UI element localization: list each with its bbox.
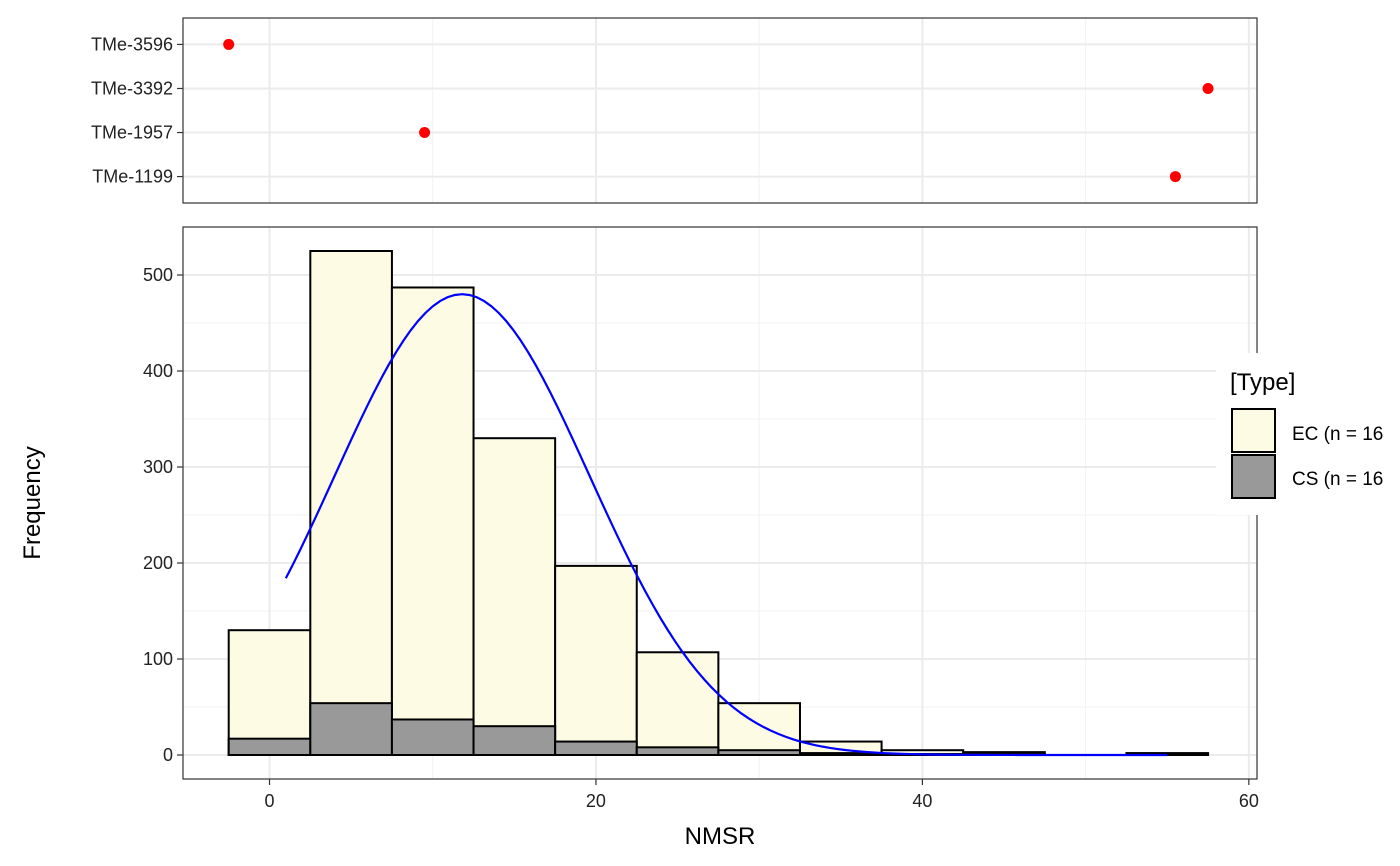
dot-panel-y-ticks: TMe-3596 TMe-3392 TMe-1957 TMe-1199	[91, 34, 183, 187]
bar-ec	[635, 651, 720, 757]
bar-ec	[554, 564, 638, 756]
bar-ec	[309, 250, 393, 756]
bar-cs	[390, 718, 475, 756]
histogram-bars-cs	[227, 702, 1210, 757]
histogram-y-tick-label: 200	[143, 553, 173, 573]
histogram-x-tick-label: 40	[912, 791, 932, 811]
histogram-y-tick-label: 500	[143, 265, 173, 285]
bar-cs	[554, 740, 638, 756]
histogram-x-tick-label: 60	[1239, 791, 1259, 811]
bar-ec	[472, 437, 557, 756]
dot-point	[419, 127, 431, 139]
dot-panel-grid	[183, 18, 1257, 203]
dot-panel-y-tick-label: TMe-3596	[91, 34, 173, 54]
bar-ec	[227, 629, 312, 757]
bar-cs	[717, 749, 801, 757]
y-axis-title: Frequency	[19, 446, 46, 559]
dot-point	[1169, 171, 1181, 183]
legend: [Type] EC (n = 16 CS (n = 16	[1216, 353, 1400, 515]
dot-panel: TMe-3596 TMe-3392 TMe-1957 TMe-1199	[91, 17, 1258, 204]
histogram-x-tick-label: 20	[586, 791, 606, 811]
histogram-y-tick-label: 300	[143, 457, 173, 477]
dot-panel-y-tick-label: TMe-3392	[91, 78, 173, 98]
dot-panel-y-tick-label: TMe-1957	[91, 123, 173, 143]
histogram-y-tick-label: 100	[143, 649, 173, 669]
legend-label-ec: EC (n = 16	[1292, 424, 1383, 445]
histogram-y-ticks: 0 100 200 300 400 500	[143, 265, 183, 765]
legend-label-cs: CS (n = 16	[1292, 469, 1383, 490]
legend-key-ec	[1231, 408, 1276, 453]
histogram-y-tick-label: 400	[143, 361, 173, 381]
density-curve	[284, 293, 1168, 757]
bar-cs	[798, 752, 883, 757]
histogram-x-tick-label: 0	[264, 791, 274, 811]
dot-point	[223, 38, 235, 50]
bar-cs	[227, 737, 312, 756]
bar-ec	[390, 286, 475, 756]
histogram-panel: 0 100 200 300 400 500 0 20 40 60	[143, 226, 1259, 811]
bar-cs	[472, 725, 557, 757]
dot-panel-points	[223, 38, 1214, 183]
dot-panel-y-tick-label: TMe-1199	[92, 167, 173, 187]
dot-panel-border	[182, 17, 1258, 204]
bar-cs	[309, 702, 393, 756]
bar-cs	[635, 746, 720, 757]
dot-panel-background	[183, 18, 1257, 203]
x-axis-title: NMSR	[685, 823, 756, 850]
legend-key-cs	[1231, 454, 1276, 499]
bar-ec	[717, 702, 801, 756]
histogram-x-ticks: 0 20 40 60	[264, 779, 1259, 811]
histogram-bars-ec	[227, 250, 1210, 757]
legend-title: [Type]	[1230, 369, 1295, 396]
dot-point	[1202, 82, 1214, 94]
histogram-y-tick-label: 0	[163, 745, 173, 765]
